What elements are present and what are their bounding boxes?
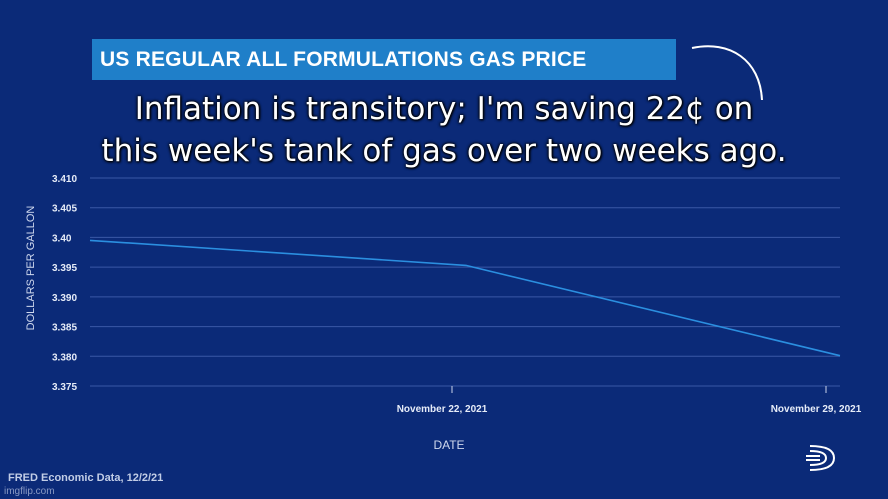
chart-title: US REGULAR ALL FORMULATIONS GAS PRICE [92, 39, 676, 80]
fred-logo-stroke [809, 445, 836, 471]
y-tick-label: 3.385 [52, 323, 77, 334]
y-axis-label: DOLLARS PER GALLON [25, 205, 37, 331]
fred-logo-stroke [809, 450, 828, 466]
y-tick-label: 3.410 [52, 174, 77, 185]
y-tick-label: 3.380 [52, 352, 77, 363]
price-series-line [89, 239, 841, 357]
x-tick-label: November 29, 2021 [771, 404, 862, 415]
caption-line-2: this week's tank of gas over two weeks a… [101, 133, 787, 169]
y-tick-label: 3.375 [52, 382, 77, 393]
caption-line-1: Inflation is transitory; I'm saving 22¢ … [134, 91, 754, 127]
y-tick-label: 3.405 [52, 204, 77, 215]
meme-caption: Inflation is transitory; I'm saving 22¢ … [0, 88, 888, 172]
source-footer: FRED Economic Data, 12/2/21 [8, 472, 164, 484]
fred-logo-icon [806, 445, 836, 471]
x-tick-label: November 22, 2021 [397, 404, 488, 415]
y-tick-label: 3.390 [52, 293, 77, 304]
x-axis-label: DATE [433, 438, 465, 452]
y-tick-label: 3.395 [52, 263, 77, 274]
curved-arrow-icon [691, 45, 763, 101]
y-tick-label: 3.40 [52, 233, 72, 244]
watermark: imgflip.com [4, 486, 55, 497]
